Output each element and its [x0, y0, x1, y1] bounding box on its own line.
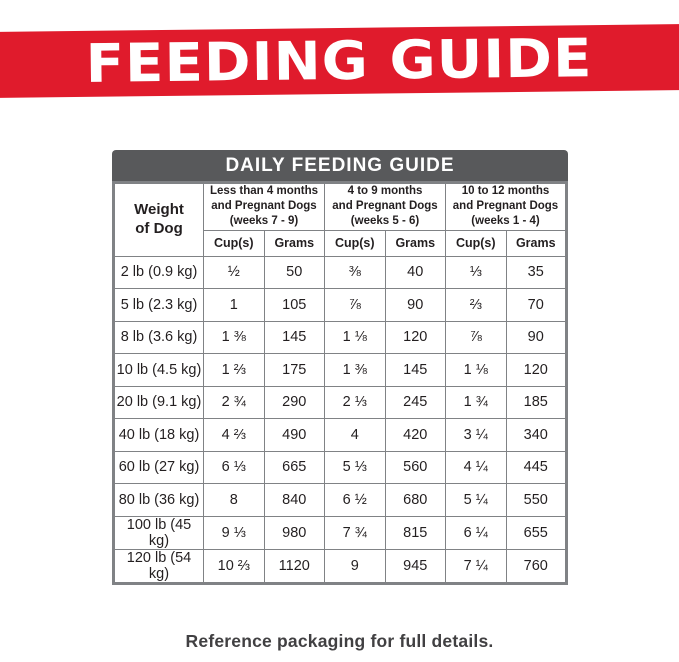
cups-cell: ⅜: [324, 255, 386, 290]
footer-note: Reference packaging for full details.: [185, 631, 494, 651]
cups-cell: 7 ¾: [324, 515, 386, 550]
column-group-header-3: 10 to 12 months and Pregnant Dogs (weeks…: [445, 182, 567, 231]
cups-cell: 1 ¾: [445, 385, 507, 420]
cups-cell: 5 ¼: [445, 483, 507, 517]
weight-cell: 8 lb (3.6 kg): [113, 320, 204, 355]
feeding-guide-banner: FEEDING GUIDE: [0, 24, 679, 98]
cups-cell: 9 ⅓: [203, 515, 265, 550]
grams-cell: 655: [505, 515, 567, 550]
cups-cell: 4 ¼: [445, 450, 507, 485]
column-group-header-1: Less than 4 months and Pregnant Dogs (we…: [203, 182, 325, 231]
grams-cell: 945: [384, 548, 446, 584]
grams-cell: 145: [263, 320, 325, 355]
column-group-header-2: 4 to 9 months and Pregnant Dogs (weeks 5…: [324, 182, 446, 231]
grams-cell: 90: [384, 288, 446, 322]
grams-cell: 175: [263, 353, 325, 387]
grams-cell: 760: [505, 548, 567, 584]
weight-cell: 40 lb (18 kg): [113, 418, 204, 452]
grams-cell: 980: [263, 515, 325, 550]
daily-feeding-guide-panel: DAILY FEEDING GUIDE Weight of Dog Less t…: [112, 150, 568, 585]
grams-cell: 550: [505, 483, 567, 517]
cups-cell: 1 ⅛: [324, 320, 386, 355]
table-row: 100 lb (45 kg) 9 ⅓ 980 7 ¾ 815 6 ¼ 655: [113, 515, 567, 550]
weight-cell: 60 lb (27 kg): [113, 450, 204, 485]
cups-cell: 3 ¼: [445, 418, 507, 452]
weight-cell: 120 lb (54 kg): [113, 548, 204, 584]
grams-cell: 560: [384, 450, 446, 485]
grams-cell: 665: [263, 450, 325, 485]
weight-of-dog-header: Weight of Dog: [113, 182, 204, 257]
grams-header: Grams: [505, 229, 567, 257]
grams-cell: 680: [384, 483, 446, 517]
cups-cell: 1 ⅛: [445, 353, 507, 387]
table-row: 8 lb (3.6 kg) 1 ⅜ 145 1 ⅛ 120 ⅞ 90: [113, 320, 567, 355]
cups-cell: ½: [203, 255, 265, 290]
table-row: 5 lb (2.3 kg) 1 105 ⅞ 90 ⅔ 70: [113, 288, 567, 322]
feeding-table: Weight of Dog Less than 4 months and Pre…: [112, 181, 568, 585]
cups-cell: ⅞: [324, 288, 386, 322]
cups-cell: 7 ¼: [445, 548, 507, 584]
cups-cell: 8: [203, 483, 265, 517]
cups-header: Cup(s): [445, 229, 507, 257]
cups-cell: 4: [324, 418, 386, 452]
cups-cell: 1 ⅜: [203, 320, 265, 355]
cups-cell: 6 ¼: [445, 515, 507, 550]
cups-header: Cup(s): [324, 229, 386, 257]
grams-cell: 1120: [263, 548, 325, 584]
cups-cell: 4 ⅔: [203, 418, 265, 452]
grams-cell: 490: [263, 418, 325, 452]
cups-cell: ⅔: [445, 288, 507, 322]
weight-cell: 5 lb (2.3 kg): [113, 288, 204, 322]
grams-header: Grams: [384, 229, 446, 257]
cups-cell: 9: [324, 548, 386, 584]
grams-cell: 90: [505, 320, 567, 355]
grams-cell: 840: [263, 483, 325, 517]
table-row: 120 lb (54 kg) 10 ⅔ 1120 9 945 7 ¼ 760: [113, 548, 567, 584]
grams-cell: 815: [384, 515, 446, 550]
cups-cell: ⅓: [445, 255, 507, 290]
grams-cell: 120: [505, 353, 567, 387]
cups-cell: 10 ⅔: [203, 548, 265, 584]
grams-cell: 70: [505, 288, 567, 322]
cups-cell: 2 ¾: [203, 385, 265, 420]
cups-cell: 6 ⅓: [203, 450, 265, 485]
banner-title: FEEDING GUIDE: [85, 27, 594, 95]
grams-cell: 245: [384, 385, 446, 420]
cups-cell: 2 ⅓: [324, 385, 386, 420]
grams-cell: 290: [263, 385, 325, 420]
table-row: 80 lb (36 kg) 8 840 6 ½ 680 5 ¼ 550: [113, 483, 567, 517]
group-header-row: Weight of Dog Less than 4 months and Pre…: [113, 182, 567, 257]
grams-cell: 50: [263, 255, 325, 290]
weight-cell: 100 lb (45 kg): [113, 515, 204, 550]
grams-header: Grams: [263, 229, 325, 257]
weight-cell: 10 lb (4.5 kg): [113, 353, 204, 387]
grams-cell: 145: [384, 353, 446, 387]
table-row: 10 lb (4.5 kg) 1 ⅔ 175 1 ⅜ 145 1 ⅛ 120: [113, 353, 567, 387]
table-row: 2 lb (0.9 kg) ½ 50 ⅜ 40 ⅓ 35: [113, 255, 567, 290]
table-title-bar: DAILY FEEDING GUIDE: [112, 150, 568, 181]
weight-cell: 2 lb (0.9 kg): [113, 255, 204, 290]
weight-cell: 20 lb (9.1 kg): [113, 385, 204, 420]
cups-header: Cup(s): [203, 229, 265, 257]
cups-cell: 5 ⅓: [324, 450, 386, 485]
cups-cell: 1 ⅜: [324, 353, 386, 387]
table-row: 20 lb (9.1 kg) 2 ¾ 290 2 ⅓ 245 1 ¾ 185: [113, 385, 567, 420]
grams-cell: 340: [505, 418, 567, 452]
table-row: 60 lb (27 kg) 6 ⅓ 665 5 ⅓ 560 4 ¼ 445: [113, 450, 567, 485]
sub-header-row: Cup(s) Grams Cup(s) Grams Cup(s) Grams: [114, 229, 567, 257]
weight-cell: 80 lb (36 kg): [113, 483, 204, 517]
grams-cell: 420: [384, 418, 446, 452]
cups-cell: 1 ⅔: [203, 353, 265, 387]
grams-cell: 445: [505, 450, 567, 485]
grams-cell: 35: [505, 255, 567, 290]
cups-cell: ⅞: [445, 320, 507, 355]
grams-cell: 40: [384, 255, 446, 290]
cups-cell: 1: [203, 288, 265, 322]
grams-cell: 120: [384, 320, 446, 355]
grams-cell: 185: [505, 385, 567, 420]
cups-cell: 6 ½: [324, 483, 386, 517]
table-row: 40 lb (18 kg) 4 ⅔ 490 4 420 3 ¼ 340: [113, 418, 567, 452]
grams-cell: 105: [263, 288, 325, 322]
